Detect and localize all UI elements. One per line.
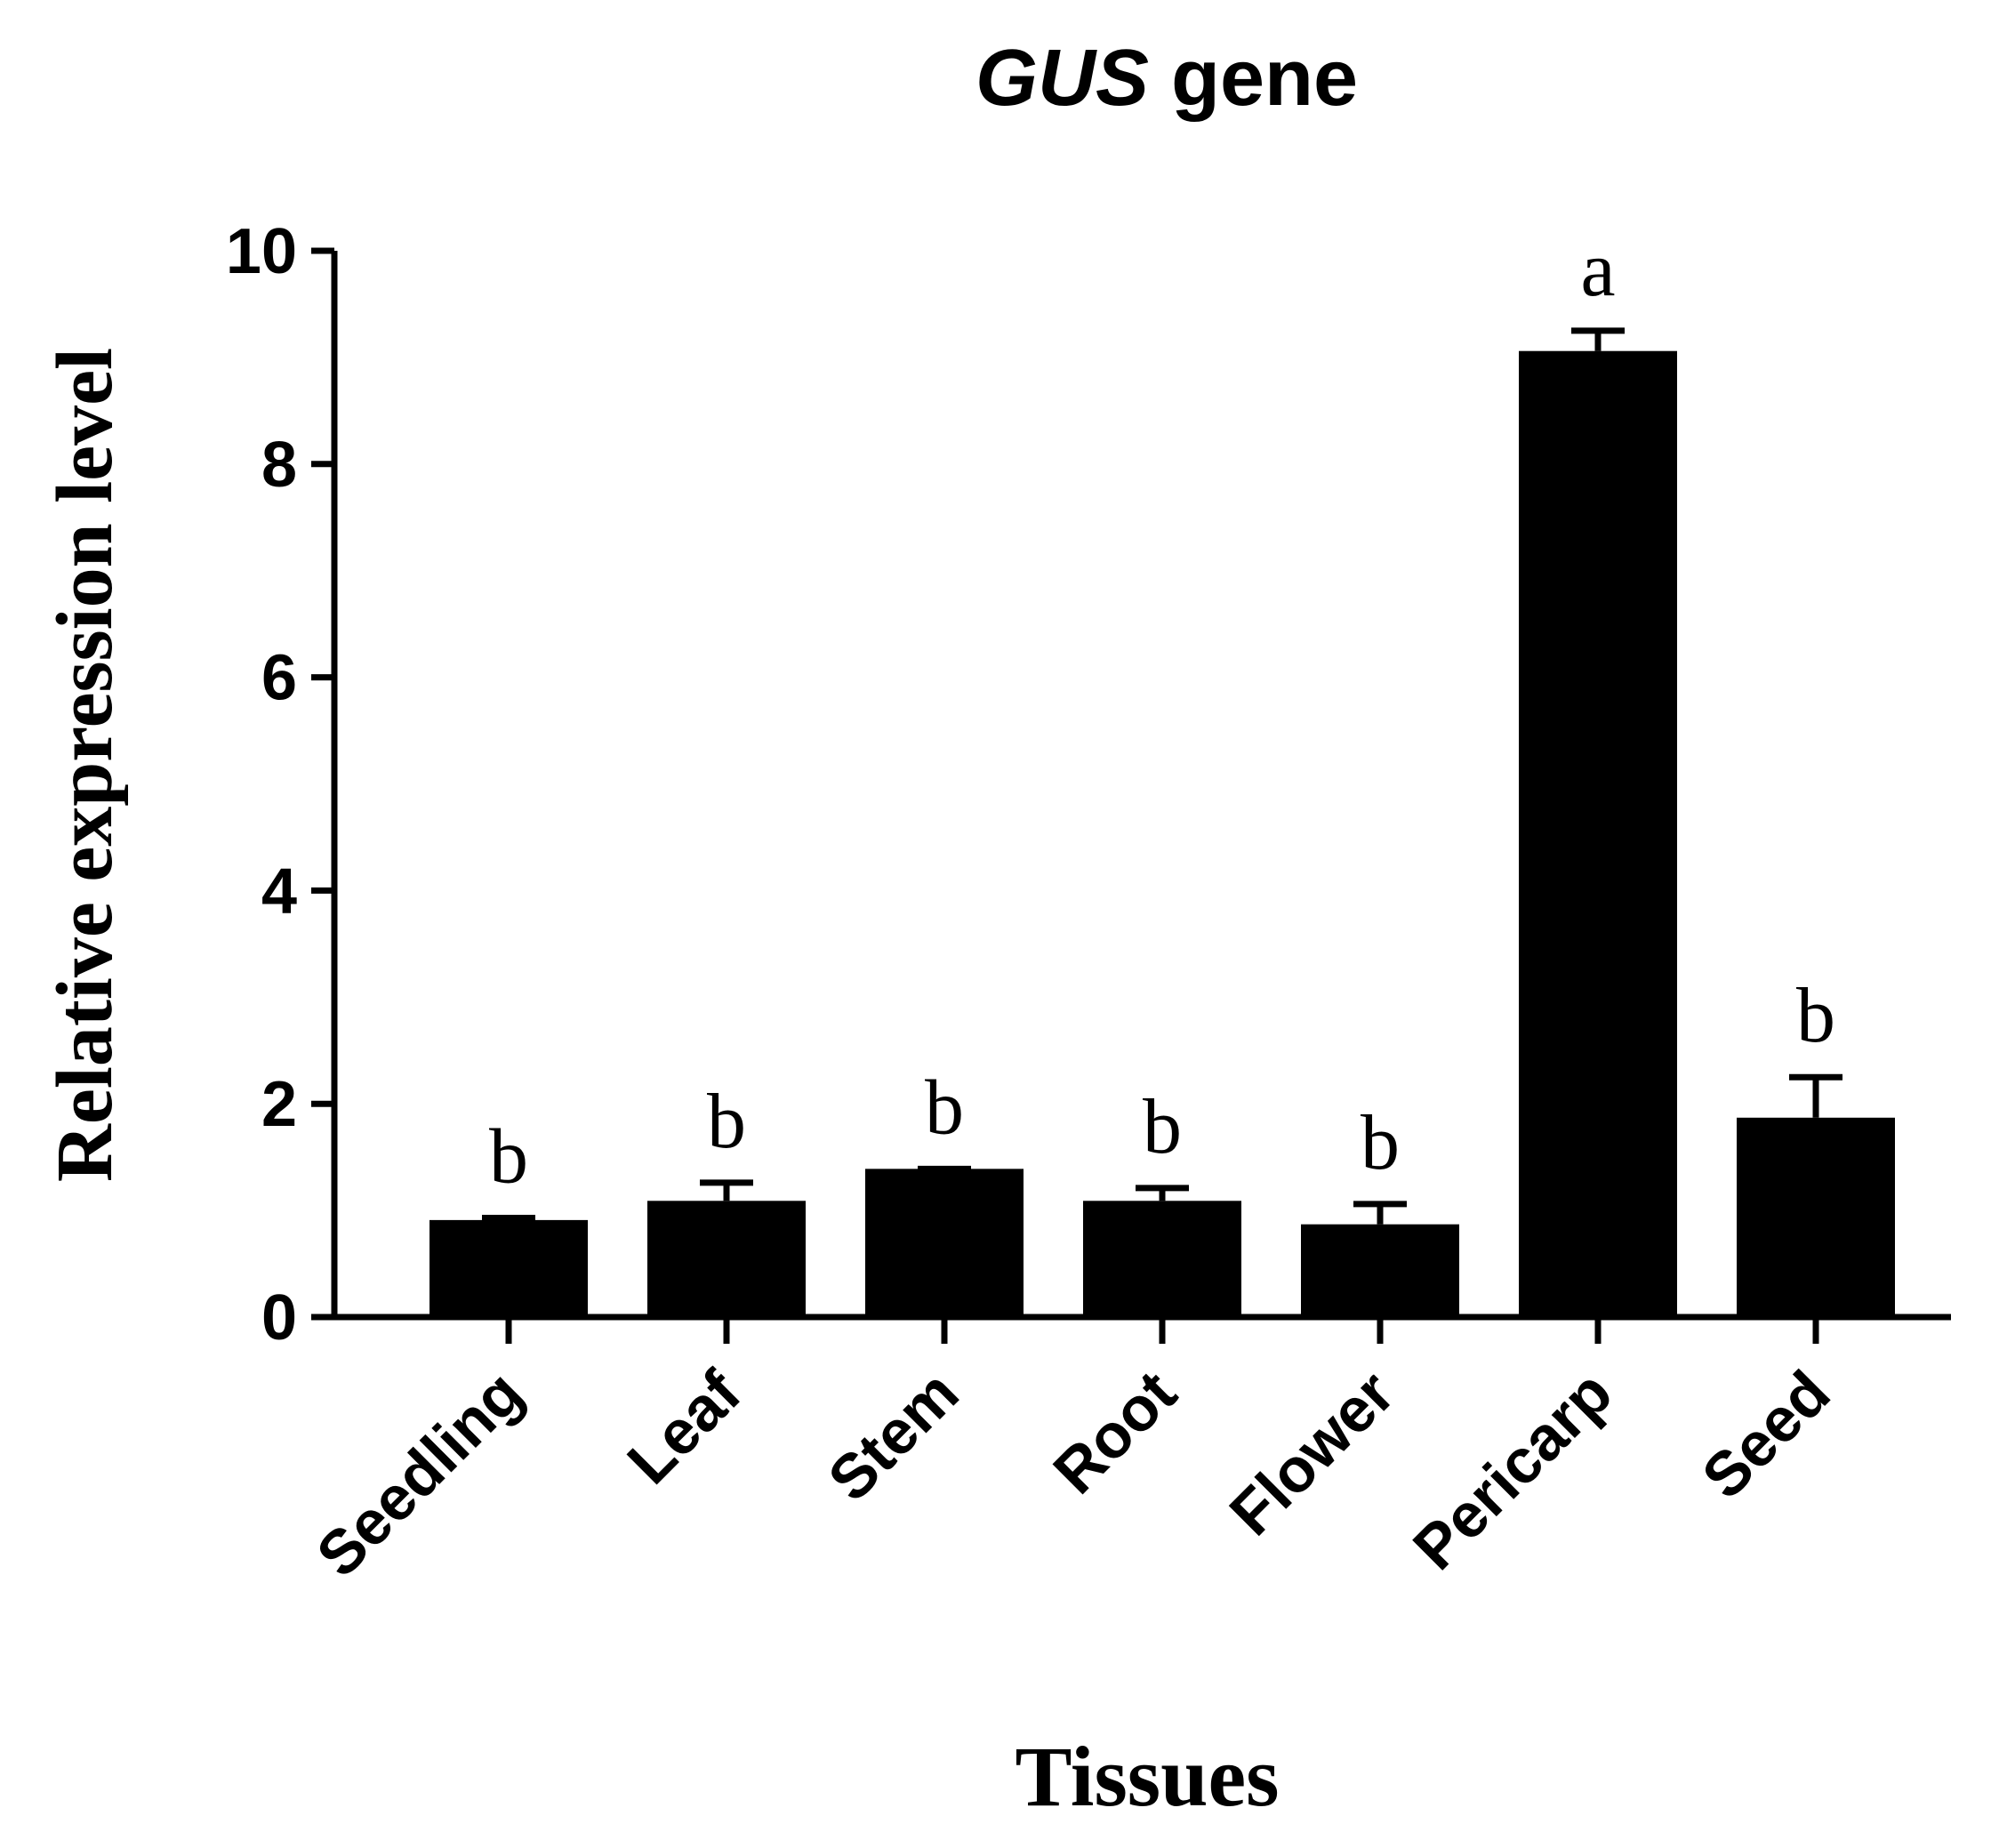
annotation: b xyxy=(707,1079,746,1165)
x-tick-label: Seedling xyxy=(303,1357,535,1589)
y-tick-label: 10 xyxy=(226,216,297,287)
bar xyxy=(1519,350,1677,1317)
title-text: gene xyxy=(1171,34,1358,123)
annotation: b xyxy=(1796,973,1835,1059)
annotation: a xyxy=(1580,227,1615,313)
annotation: b xyxy=(1143,1084,1182,1170)
annotation: b xyxy=(489,1113,528,1200)
y-tick-label: 4 xyxy=(261,856,297,927)
y-axis-title: Relative expression level xyxy=(41,348,129,1182)
x-axis-title: Tissues xyxy=(1015,1729,1279,1824)
x-tick-label: Flower xyxy=(1216,1357,1408,1548)
x-tick-label: Pericarp xyxy=(1400,1357,1625,1582)
x-tick-label: Seed xyxy=(1689,1357,1842,1511)
annotation: b xyxy=(1361,1100,1400,1186)
bar xyxy=(1083,1201,1241,1317)
annotation: b xyxy=(925,1065,964,1151)
bar xyxy=(865,1169,1024,1317)
x-tick-label: Root xyxy=(1040,1357,1190,1507)
chart-title: GUS gene xyxy=(975,34,1358,123)
y-tick-label: 0 xyxy=(261,1282,297,1354)
x-tick-label: Stem xyxy=(815,1357,971,1514)
x-tick-label: Leaf xyxy=(614,1357,754,1497)
bar xyxy=(1737,1117,1895,1317)
y-tick-label: 6 xyxy=(261,643,297,714)
bar xyxy=(430,1219,588,1317)
y-tick-label: 8 xyxy=(261,430,297,501)
y-tick-label: 2 xyxy=(261,1069,297,1140)
bar xyxy=(647,1201,806,1317)
title-gene: GUS xyxy=(975,34,1149,123)
bar xyxy=(1301,1224,1459,1317)
